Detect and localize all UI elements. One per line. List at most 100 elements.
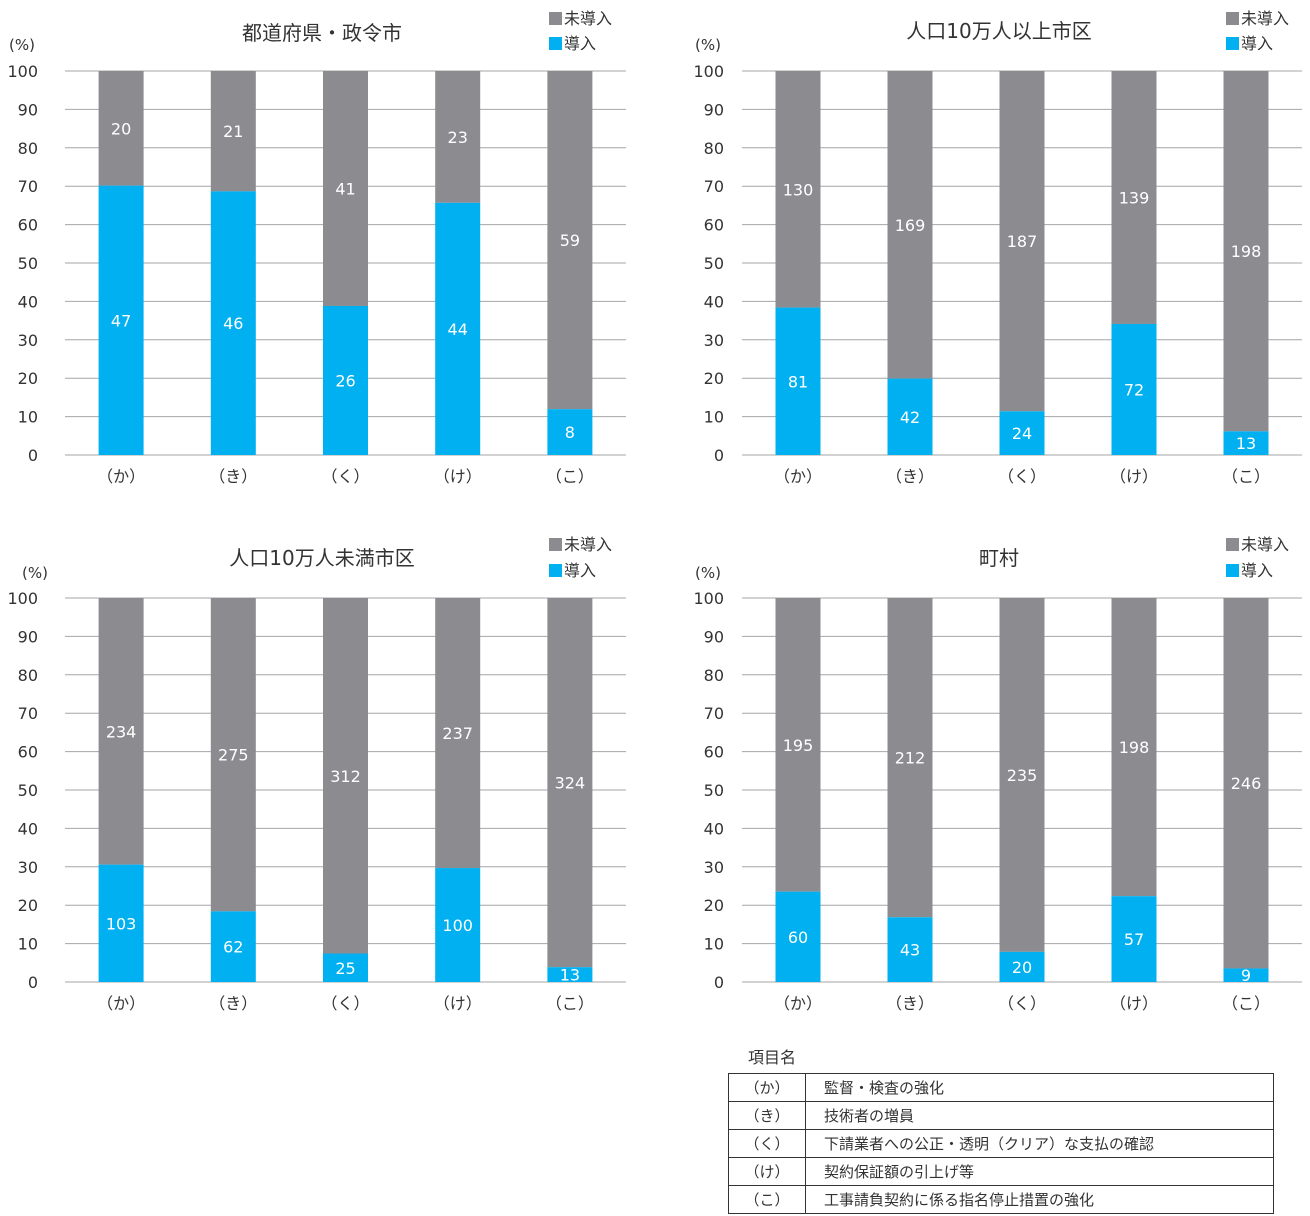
bar-not-introduced: [323, 598, 368, 954]
legend-swatch-introduced: [1226, 564, 1239, 577]
y-tick-label: 100: [7, 62, 38, 81]
x-category-label: （か）: [774, 994, 822, 1013]
bar-introduced: [887, 917, 933, 982]
data-label-introduced: 57: [1124, 930, 1144, 949]
x-category-label: （き）: [209, 994, 257, 1013]
legend-name: 契約保証額の引上げ等: [805, 1157, 1274, 1186]
bar-not-introduced: [1223, 598, 1269, 969]
y-tick-label: 80: [704, 666, 724, 685]
data-label-introduced: 100: [442, 916, 473, 935]
y-tick-label: 10: [18, 408, 38, 427]
y-tick-label: 60: [18, 743, 38, 762]
data-label-introduced: 43: [900, 941, 920, 960]
legend-label-introduced: 導入: [564, 34, 596, 53]
charts-area: 都道府県・政令市(%)未導入導入010203040506070809010020…: [7, 9, 1302, 1013]
legend-label-introduced: 導入: [1241, 561, 1273, 580]
bar-introduced: [1223, 431, 1269, 455]
bar-introduced: [775, 307, 821, 455]
legend-label-introduced: 導入: [1241, 34, 1273, 53]
data-label-introduced: 9: [1241, 966, 1251, 985]
x-category-label: （け）: [434, 994, 482, 1013]
y-tick-label: 30: [704, 858, 724, 877]
x-category-label: （く）: [321, 467, 369, 486]
data-label-introduced: 60: [788, 928, 808, 947]
data-label-introduced: 24: [1012, 424, 1032, 443]
data-label-introduced: 42: [900, 408, 920, 427]
bar-not-introduced: [547, 598, 593, 968]
bar-introduced: [547, 967, 593, 982]
y-tick-label: 40: [18, 292, 38, 311]
data-label-not-introduced: 59: [560, 231, 580, 250]
legend-label-not-introduced: 未導入: [1241, 9, 1289, 28]
x-category-label: （け）: [1110, 994, 1158, 1013]
legend-label-not-introduced: 未導入: [564, 9, 612, 28]
data-label-introduced: 46: [223, 314, 243, 333]
bar-introduced: [98, 864, 144, 982]
bar-introduced: [210, 911, 256, 982]
bar-introduced: [547, 409, 593, 455]
legend-code: （こ）: [728, 1185, 806, 1214]
x-category-label: （く）: [998, 467, 1046, 486]
data-label-introduced: 44: [448, 320, 468, 339]
bar-not-introduced: [547, 71, 593, 410]
legend-table-row: （く） 下請業者への公正・透明（クリア）な支払の確認: [728, 1129, 1274, 1158]
y-tick-label: 100: [7, 589, 38, 608]
bar-introduced: [435, 868, 481, 982]
bar-not-introduced: [887, 598, 933, 918]
y-tick-label: 20: [18, 369, 38, 388]
y-tick-label: 60: [18, 216, 38, 235]
bar-not-introduced: [1111, 71, 1157, 324]
bar-not-introduced: [210, 71, 256, 192]
data-label-introduced: 26: [335, 371, 355, 390]
x-category-label: （こ）: [546, 994, 594, 1013]
y-tick-label: 90: [704, 100, 724, 119]
bar-not-introduced: [887, 71, 933, 379]
data-label-not-introduced: 312: [330, 767, 361, 786]
x-category-label: （か）: [97, 994, 145, 1013]
legend-label-not-introduced: 未導入: [564, 535, 612, 554]
data-label-not-introduced: 187: [1007, 232, 1038, 251]
legend-code: （け）: [728, 1157, 806, 1186]
bar-introduced: [887, 378, 933, 455]
y-tick-label: 70: [704, 177, 724, 196]
y-tick-label: 40: [18, 819, 38, 838]
data-label-introduced: 103: [106, 914, 137, 933]
data-label-not-introduced: 324: [555, 774, 586, 793]
y-tick-label: 50: [18, 254, 38, 273]
data-label-not-introduced: 41: [335, 179, 355, 198]
data-label-not-introduced: 21: [223, 122, 243, 141]
y-tick-label: 60: [704, 216, 724, 235]
bar-introduced: [435, 202, 481, 455]
y-axis-unit-label: (%): [695, 36, 721, 54]
y-tick-label: 0: [714, 446, 724, 465]
bar-introduced: [210, 191, 256, 455]
y-tick-label: 80: [18, 139, 38, 158]
chart-title: 都道府県・政令市: [242, 21, 402, 45]
y-axis-unit-label: (%): [9, 36, 35, 54]
data-label-not-introduced: 195: [783, 736, 814, 755]
bar-not-introduced: [323, 71, 368, 306]
y-tick-label: 100: [693, 589, 724, 608]
x-category-label: （か）: [774, 467, 822, 486]
bar-not-introduced: [98, 598, 144, 865]
y-axis-unit-label: (%): [22, 564, 48, 582]
x-category-label: （こ）: [1222, 994, 1270, 1013]
y-tick-label: 80: [18, 666, 38, 685]
legend-table: （か） 監督・検査の強化 （き） 技術者の増員 （く） 下請業者への公正・透明（クリア）な…: [728, 1073, 1274, 1214]
legend-swatch-introduced: [549, 37, 562, 50]
x-category-label: （か）: [97, 467, 145, 486]
y-tick-label: 90: [704, 627, 724, 646]
y-tick-label: 40: [704, 292, 724, 311]
y-tick-label: 100: [693, 62, 724, 81]
y-tick-label: 50: [704, 781, 724, 800]
y-tick-label: 50: [704, 254, 724, 273]
bar-not-introduced: [435, 598, 481, 869]
item-name-legend: 項目名 （か） 監督・検査の強化 （き） 技術者の増員 （く） 下請業者への公正・透明（ク…: [728, 1043, 1274, 1214]
y-tick-label: 80: [704, 139, 724, 158]
data-label-introduced: 8: [565, 423, 575, 442]
bar-introduced: [1111, 896, 1157, 982]
